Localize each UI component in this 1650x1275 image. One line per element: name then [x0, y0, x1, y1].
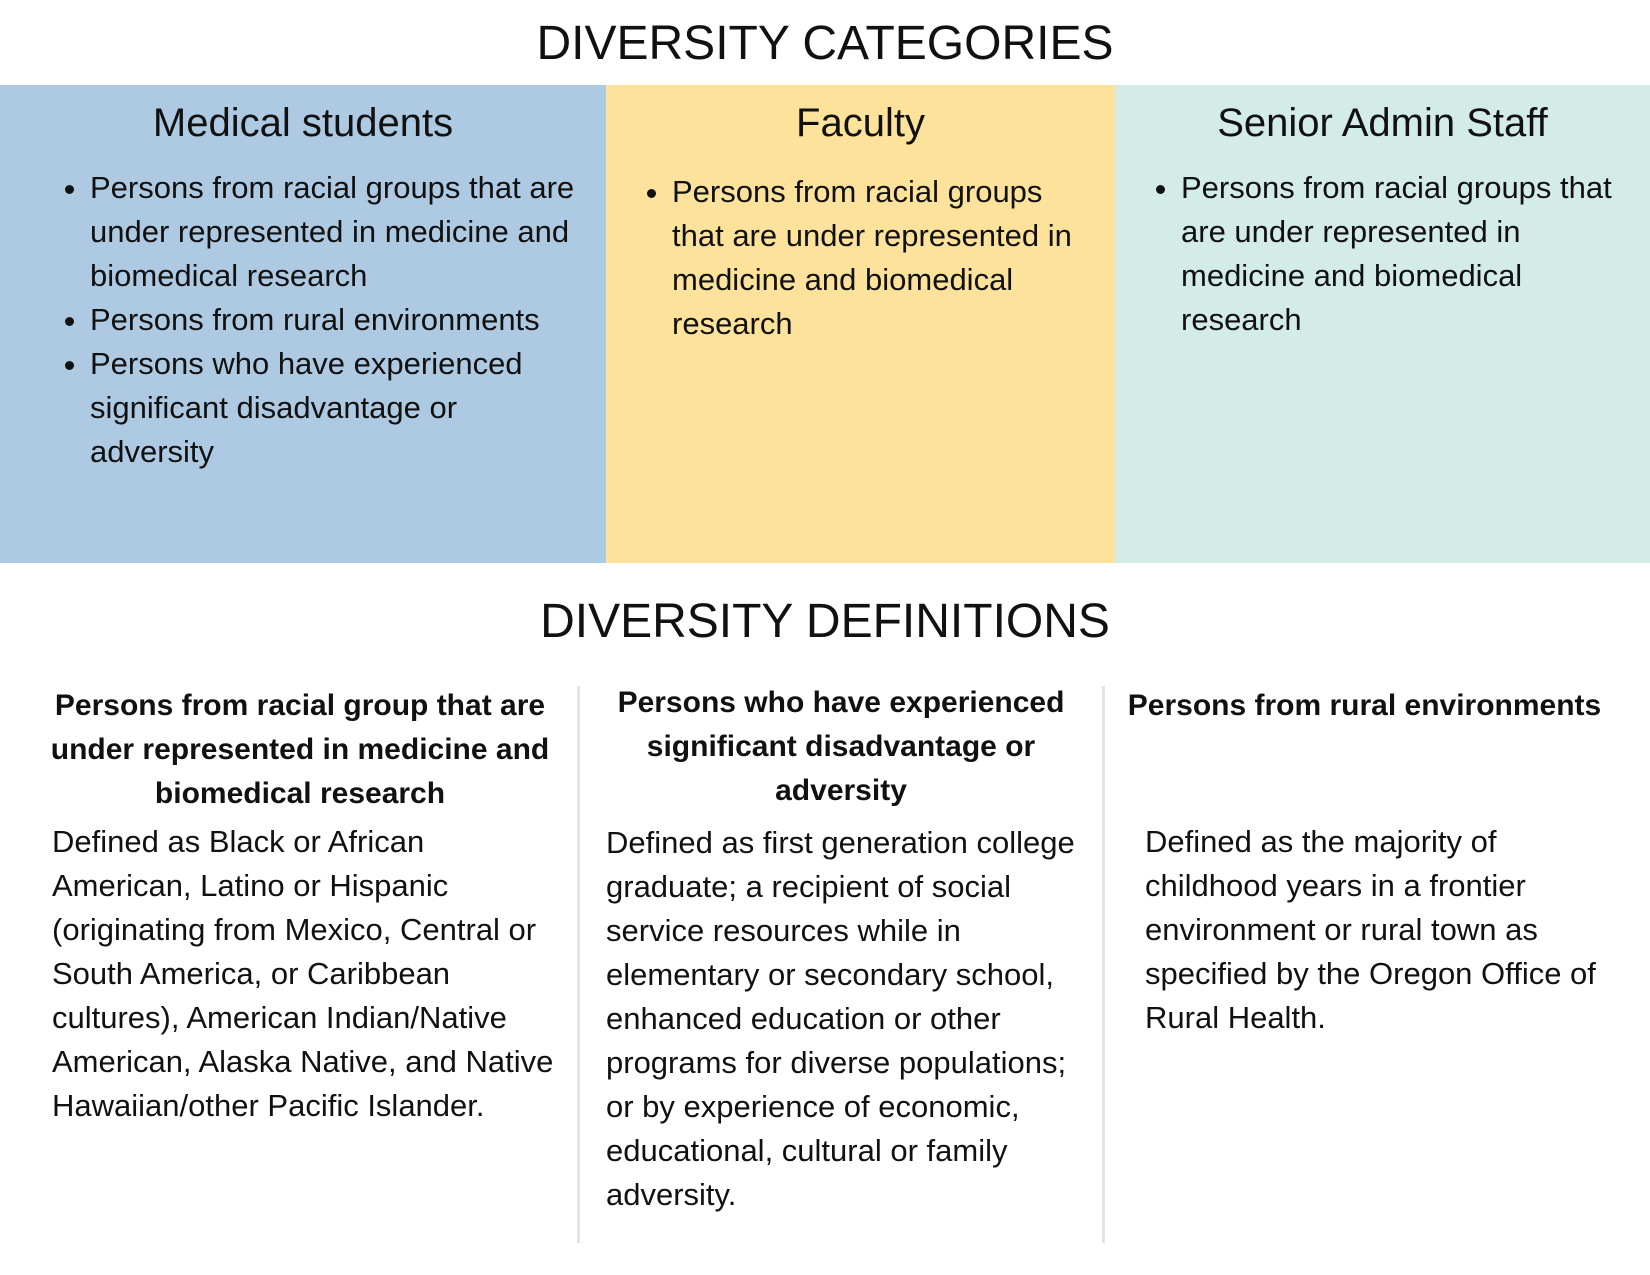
definition-column: Persons from rural environments Defined …: [1112, 684, 1617, 1040]
divider: [1102, 686, 1105, 1243]
category-panel: Medical students Persons from racial gro…: [0, 85, 606, 563]
category-heading: Medical students: [152, 101, 454, 145]
category-item: Persons who have experienced significant…: [90, 342, 586, 474]
category-list: Persons from racial groups that are unde…: [0, 166, 606, 474]
definition-text: Defined as the majority of childhood yea…: [1145, 824, 1596, 1035]
definition-heading: Persons from racial group that are under…: [50, 689, 550, 810]
definition-text: Defined as Black or African American, La…: [52, 824, 554, 1123]
category-item: Persons from racial groups that are unde…: [90, 166, 586, 298]
divider: [577, 686, 580, 1243]
category-item: Persons from racial groups that are unde…: [672, 170, 1095, 346]
definition-text: Defined as first generation college grad…: [606, 825, 1075, 1212]
category-list: Persons from racial groups that are unde…: [606, 170, 1115, 346]
definition-column: Persons from racial group that are under…: [30, 684, 570, 1128]
section-title: DIVERSITY CATEGORIES: [536, 17, 1114, 70]
category-list: Persons from racial groups that are unde…: [1115, 166, 1650, 342]
category-item: Persons from rural environments: [90, 298, 586, 342]
category-item: Persons from racial groups that are unde…: [1181, 166, 1630, 342]
definition-column: Persons who have experienced significant…: [596, 681, 1086, 1217]
category-heading: Senior Admin Staff: [1217, 101, 1548, 145]
category-panel: Senior Admin Staff Persons from racial g…: [1115, 85, 1650, 563]
definition-heading: Persons who have experienced significant…: [617, 686, 1065, 807]
category-panel: Faculty Persons from racial groups that …: [606, 85, 1115, 563]
definition-heading: Persons from rural environments: [1127, 689, 1602, 722]
category-heading: Faculty: [796, 101, 925, 145]
section-title: DIVERSITY DEFINITIONS: [540, 595, 1110, 648]
